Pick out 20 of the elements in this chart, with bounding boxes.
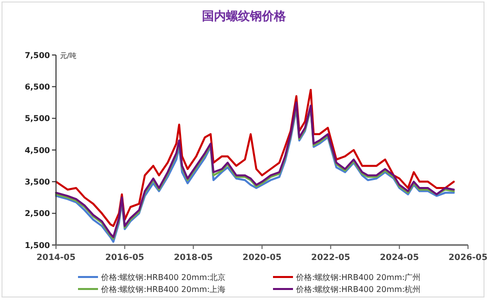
y-tick-label: 7,500: [24, 50, 50, 60]
x-tick-label: 2022-05: [311, 253, 350, 263]
legend-label: 价格:螺纹钢:HRB400 20mm:广州: [295, 272, 421, 282]
x-tick-label: 2016-05: [105, 253, 144, 263]
legend-label: 价格:螺纹钢:HRB400 20mm:杭州: [295, 284, 421, 294]
legend-label: 价格:螺纹钢:HRB400 20mm:上海: [100, 284, 226, 294]
y-tick-label: 5,500: [24, 114, 50, 124]
x-tick-label: 2026-05: [448, 253, 488, 263]
x-tick-label: 2018-05: [174, 253, 213, 263]
chart-title: 国内螺纹钢价格: [202, 9, 287, 23]
legend-label: 价格:螺纹钢:HRB400 20mm:北京: [100, 272, 226, 282]
x-tick-label: 2014-05: [36, 253, 76, 263]
y-tick-label: 3,500: [24, 177, 50, 186]
y-tick-label: 6,500: [24, 82, 50, 92]
x-tick-label: 2020-05: [242, 253, 282, 263]
y-tick-label: 2,500: [24, 209, 50, 218]
line-series: [55, 88, 455, 227]
y-tick-label: 1,500: [24, 240, 50, 250]
x-tick-label: 2024-05: [380, 253, 419, 263]
y-tick-label: 4,500: [24, 146, 50, 155]
